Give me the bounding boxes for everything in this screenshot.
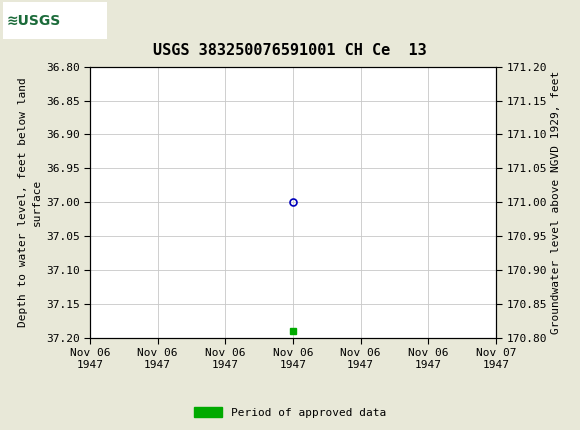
Text: ≋USGS: ≋USGS bbox=[7, 13, 61, 28]
Y-axis label: Groundwater level above NGVD 1929, feet: Groundwater level above NGVD 1929, feet bbox=[551, 71, 561, 334]
Y-axis label: Depth to water level, feet below land
surface: Depth to water level, feet below land su… bbox=[19, 77, 42, 327]
Text: USGS 383250076591001 CH Ce  13: USGS 383250076591001 CH Ce 13 bbox=[153, 43, 427, 58]
Bar bbox=[3, 2, 107, 39]
Legend: Period of approved data: Period of approved data bbox=[190, 403, 390, 422]
